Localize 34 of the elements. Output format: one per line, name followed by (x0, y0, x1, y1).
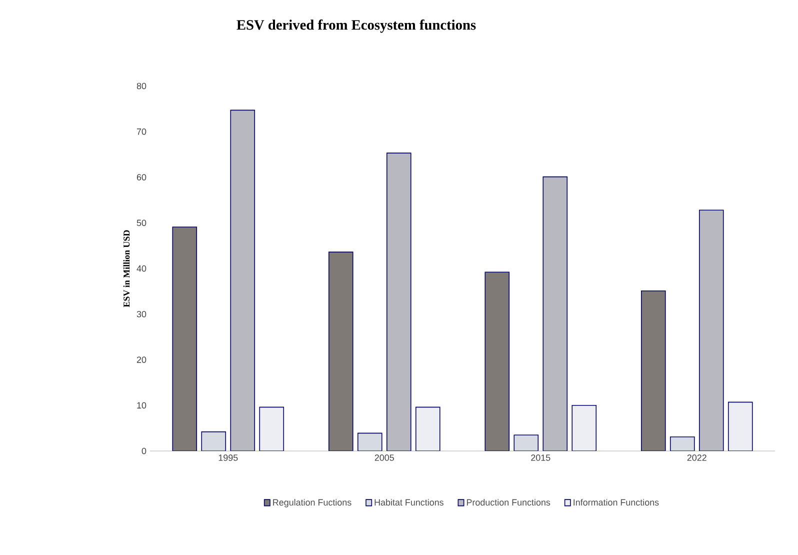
bar (172, 226, 198, 451)
bar (572, 404, 597, 451)
y-tick-label: 50 (136, 220, 146, 226)
y-axis-title: ESV in Million USD (123, 230, 130, 308)
bar (415, 406, 440, 451)
legend-label: Regulation Fuctions (273, 498, 352, 508)
x-tick-label: 2022 (687, 454, 706, 461)
x-tick-label: 1995 (218, 454, 238, 461)
y-tick-label: 70 (136, 128, 146, 135)
legend-label: Information Functions (574, 498, 659, 506)
y-tick-label: 20 (136, 356, 146, 363)
bar (484, 272, 510, 451)
bar (514, 434, 539, 451)
bar (728, 402, 753, 451)
bar (386, 152, 412, 451)
chart-title: ESV derived from Ecosystem functions (236, 20, 476, 33)
bar (259, 406, 284, 451)
bar (698, 210, 724, 451)
legend-label: Production Functions (466, 498, 550, 506)
y-tick-label: 0 (142, 448, 146, 454)
x-tick-label: 2015 (531, 454, 550, 461)
y-tick-label: 40 (136, 265, 146, 272)
x-tick-label: 2005 (374, 454, 394, 461)
bar (542, 176, 568, 451)
y-tick-label: 10 (137, 402, 146, 409)
y-tick-label: 60 (136, 174, 146, 180)
bar (230, 110, 256, 451)
bar (201, 431, 226, 451)
y-tick-label: 80 (136, 82, 146, 90)
bar (357, 432, 382, 451)
bar (640, 290, 666, 451)
bar (328, 252, 354, 451)
legend-label: Habitat Functions (374, 498, 444, 506)
y-tick-label: 30 (136, 310, 146, 318)
